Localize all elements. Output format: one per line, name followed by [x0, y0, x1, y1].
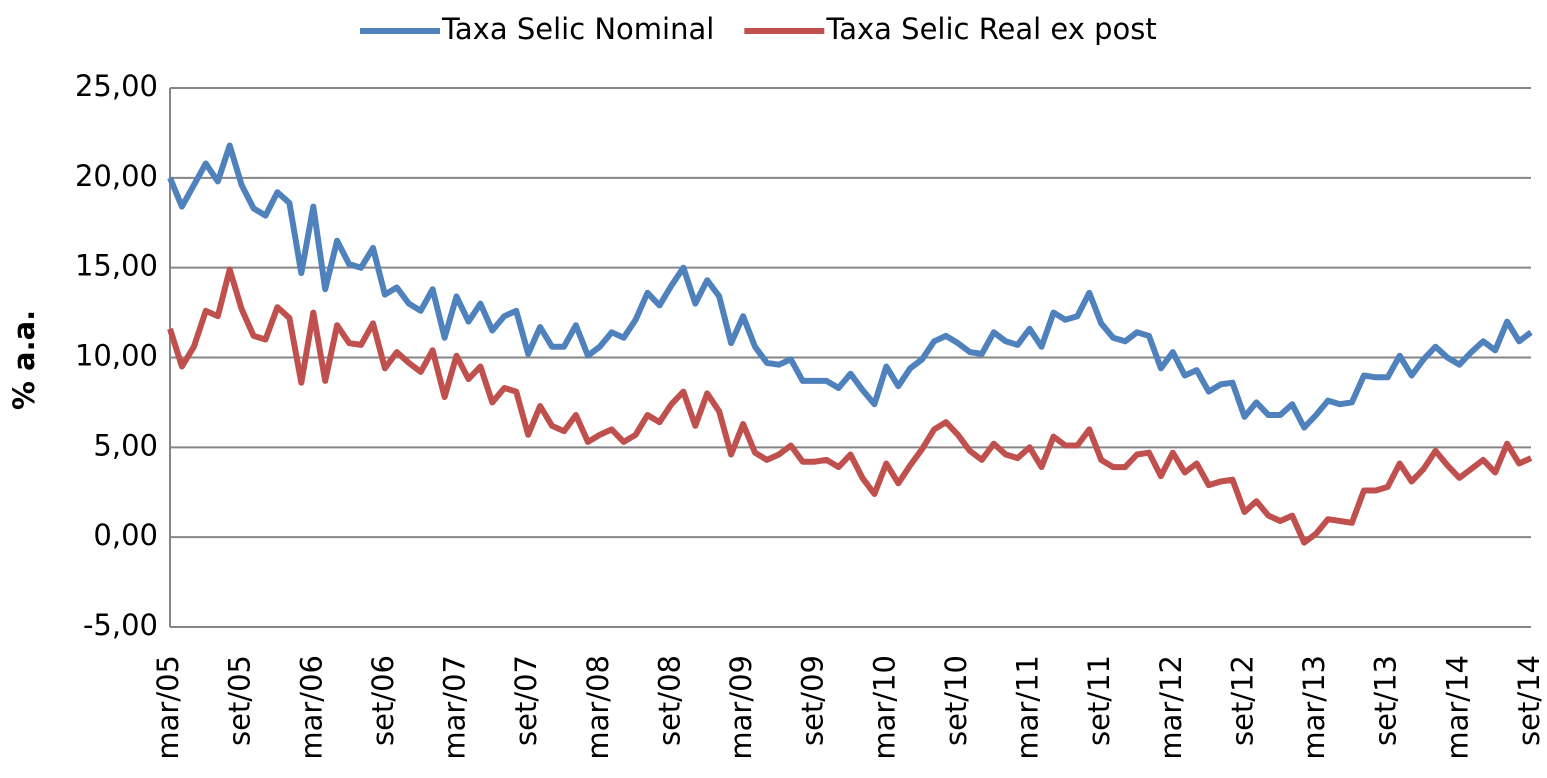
- y-tick-label: 15,00: [75, 249, 158, 283]
- x-tick-label: set/11: [1082, 655, 1116, 746]
- x-tick-label: mar/10: [867, 655, 901, 760]
- y-tick-label: 10,00: [75, 339, 158, 373]
- x-tick-label: mar/13: [1297, 655, 1331, 760]
- x-tick-label: mar/06: [294, 655, 328, 760]
- x-tick-label: set/06: [366, 655, 400, 746]
- x-tick-label: set/08: [652, 655, 686, 746]
- x-tick-label: mar/05: [151, 655, 185, 760]
- y-tick-label: 20,00: [75, 159, 158, 193]
- series-line: [167, 142, 1533, 431]
- legend-label: Taxa Selic Nominal: [441, 12, 714, 46]
- x-tick-label: mar/08: [581, 655, 615, 760]
- x-tick-label: set/05: [223, 655, 257, 746]
- x-tick-label: mar/09: [724, 655, 758, 760]
- x-tick-label: set/12: [1225, 655, 1259, 746]
- x-tick-label: set/09: [796, 655, 830, 746]
- x-tick-label: set/14: [1512, 655, 1546, 746]
- x-tick-label: mar/11: [1011, 655, 1045, 760]
- x-tick-label: set/07: [509, 655, 543, 746]
- x-tick-label: mar/14: [1440, 655, 1474, 760]
- y-tick-label: 0,00: [93, 518, 158, 552]
- x-tick-label: set/10: [939, 655, 973, 746]
- x-tick-label: mar/12: [1154, 655, 1188, 760]
- y-tick-label: 5,00: [93, 428, 158, 462]
- series-line: [167, 266, 1533, 546]
- y-tick-label: -5,00: [83, 608, 158, 642]
- y-tick-label: 25,00: [75, 69, 158, 103]
- x-tick-label: mar/07: [438, 655, 472, 760]
- y-axis-label: % a.a.: [7, 310, 41, 410]
- x-tick-label: set/13: [1369, 655, 1403, 746]
- legend-label: Taxa Selic Real ex post: [825, 12, 1156, 46]
